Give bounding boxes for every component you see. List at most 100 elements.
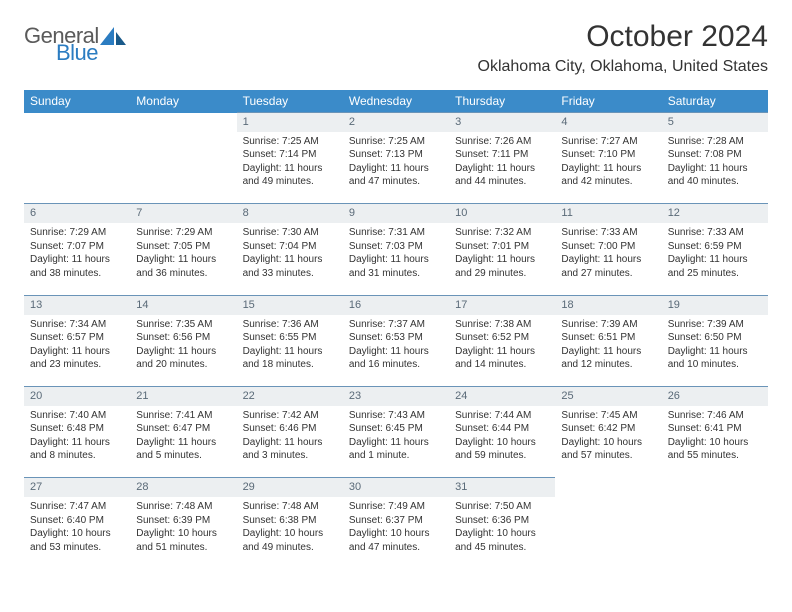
- sunset-text: Sunset: 6:56 PM: [136, 331, 230, 345]
- day-number: 23: [343, 387, 449, 406]
- sunset-text: Sunset: 6:52 PM: [455, 331, 549, 345]
- daylight-text: Daylight: 11 hours and 3 minutes.: [243, 436, 337, 463]
- daylight-text: Daylight: 11 hours and 27 minutes.: [561, 253, 655, 280]
- day-cell: [24, 132, 130, 204]
- weekday-header: Monday: [130, 90, 236, 113]
- sunrise-text: Sunrise: 7:45 AM: [561, 409, 655, 423]
- day-cell: Sunrise: 7:45 AMSunset: 6:42 PMDaylight:…: [555, 406, 661, 478]
- sunrise-text: Sunrise: 7:38 AM: [455, 318, 549, 332]
- day-cell: Sunrise: 7:46 AMSunset: 6:41 PMDaylight:…: [662, 406, 768, 478]
- day-cell: Sunrise: 7:48 AMSunset: 6:38 PMDaylight:…: [237, 497, 343, 569]
- sunrise-text: Sunrise: 7:36 AM: [243, 318, 337, 332]
- weekday-header-row: Sunday Monday Tuesday Wednesday Thursday…: [24, 90, 768, 113]
- sunset-text: Sunset: 6:47 PM: [136, 422, 230, 436]
- day-cell: Sunrise: 7:37 AMSunset: 6:53 PMDaylight:…: [343, 315, 449, 387]
- daylight-text: Daylight: 11 hours and 31 minutes.: [349, 253, 443, 280]
- day-cell: Sunrise: 7:33 AMSunset: 6:59 PMDaylight:…: [662, 223, 768, 295]
- sunrise-text: Sunrise: 7:34 AM: [30, 318, 124, 332]
- daylight-text: Daylight: 11 hours and 1 minute.: [349, 436, 443, 463]
- weekday-header: Friday: [555, 90, 661, 113]
- day-number: 10: [449, 204, 555, 223]
- daylight-text: Daylight: 10 hours and 53 minutes.: [30, 527, 124, 554]
- location: Oklahoma City, Oklahoma, United States: [478, 58, 769, 76]
- sunset-text: Sunset: 7:07 PM: [30, 240, 124, 254]
- day-number-row: 6789101112: [24, 204, 768, 223]
- sunrise-text: Sunrise: 7:35 AM: [136, 318, 230, 332]
- day-content-row: Sunrise: 7:29 AMSunset: 7:07 PMDaylight:…: [24, 223, 768, 295]
- sunset-text: Sunset: 6:37 PM: [349, 514, 443, 528]
- day-number: 21: [130, 387, 236, 406]
- day-number: [24, 113, 130, 132]
- sunset-text: Sunset: 6:48 PM: [30, 422, 124, 436]
- daylight-text: Daylight: 11 hours and 12 minutes.: [561, 345, 655, 372]
- day-number: 22: [237, 387, 343, 406]
- daylight-text: Daylight: 11 hours and 40 minutes.: [668, 162, 762, 189]
- day-cell: Sunrise: 7:40 AMSunset: 6:48 PMDaylight:…: [24, 406, 130, 478]
- day-cell: Sunrise: 7:48 AMSunset: 6:39 PMDaylight:…: [130, 497, 236, 569]
- sunrise-text: Sunrise: 7:33 AM: [561, 226, 655, 240]
- daylight-text: Daylight: 11 hours and 23 minutes.: [30, 345, 124, 372]
- daylight-text: Daylight: 11 hours and 10 minutes.: [668, 345, 762, 372]
- day-cell: Sunrise: 7:42 AMSunset: 6:46 PMDaylight:…: [237, 406, 343, 478]
- sunrise-text: Sunrise: 7:42 AM: [243, 409, 337, 423]
- day-number: 31: [449, 478, 555, 497]
- day-content-row: Sunrise: 7:47 AMSunset: 6:40 PMDaylight:…: [24, 497, 768, 569]
- sunrise-text: Sunrise: 7:26 AM: [455, 135, 549, 149]
- daylight-text: Daylight: 11 hours and 20 minutes.: [136, 345, 230, 372]
- day-number-row: 2728293031: [24, 478, 768, 497]
- day-number-row: 13141516171819: [24, 295, 768, 314]
- day-number: 7: [130, 204, 236, 223]
- sunset-text: Sunset: 7:01 PM: [455, 240, 549, 254]
- day-cell: Sunrise: 7:39 AMSunset: 6:50 PMDaylight:…: [662, 315, 768, 387]
- day-cell: [662, 497, 768, 569]
- sunrise-text: Sunrise: 7:50 AM: [455, 500, 549, 514]
- day-number: 15: [237, 295, 343, 314]
- sunset-text: Sunset: 6:41 PM: [668, 422, 762, 436]
- day-cell: Sunrise: 7:29 AMSunset: 7:07 PMDaylight:…: [24, 223, 130, 295]
- sunset-text: Sunset: 6:50 PM: [668, 331, 762, 345]
- sunset-text: Sunset: 6:39 PM: [136, 514, 230, 528]
- day-number: 13: [24, 295, 130, 314]
- day-cell: Sunrise: 7:35 AMSunset: 6:56 PMDaylight:…: [130, 315, 236, 387]
- daylight-text: Daylight: 11 hours and 8 minutes.: [30, 436, 124, 463]
- daylight-text: Daylight: 11 hours and 29 minutes.: [455, 253, 549, 280]
- day-number-row: 12345: [24, 113, 768, 132]
- sunset-text: Sunset: 6:53 PM: [349, 331, 443, 345]
- daylight-text: Daylight: 11 hours and 44 minutes.: [455, 162, 549, 189]
- day-number-row: 20212223242526: [24, 387, 768, 406]
- daylight-text: Daylight: 10 hours and 57 minutes.: [561, 436, 655, 463]
- day-cell: Sunrise: 7:41 AMSunset: 6:47 PMDaylight:…: [130, 406, 236, 478]
- day-number: 28: [130, 478, 236, 497]
- sunrise-text: Sunrise: 7:30 AM: [243, 226, 337, 240]
- title-block: October 2024 Oklahoma City, Oklahoma, Un…: [478, 20, 769, 76]
- day-number: 9: [343, 204, 449, 223]
- daylight-text: Daylight: 10 hours and 47 minutes.: [349, 527, 443, 554]
- sunrise-text: Sunrise: 7:43 AM: [349, 409, 443, 423]
- day-cell: Sunrise: 7:49 AMSunset: 6:37 PMDaylight:…: [343, 497, 449, 569]
- day-cell: Sunrise: 7:50 AMSunset: 6:36 PMDaylight:…: [449, 497, 555, 569]
- day-number: 5: [662, 113, 768, 132]
- sunrise-text: Sunrise: 7:48 AM: [136, 500, 230, 514]
- day-number: 16: [343, 295, 449, 314]
- sunset-text: Sunset: 7:11 PM: [455, 148, 549, 162]
- sunset-text: Sunset: 6:51 PM: [561, 331, 655, 345]
- day-number: 6: [24, 204, 130, 223]
- sunset-text: Sunset: 7:05 PM: [136, 240, 230, 254]
- sunrise-text: Sunrise: 7:25 AM: [243, 135, 337, 149]
- calendar-table: Sunday Monday Tuesday Wednesday Thursday…: [24, 90, 768, 569]
- sunset-text: Sunset: 6:59 PM: [668, 240, 762, 254]
- day-number: 26: [662, 387, 768, 406]
- weekday-header: Wednesday: [343, 90, 449, 113]
- day-content-row: Sunrise: 7:40 AMSunset: 6:48 PMDaylight:…: [24, 406, 768, 478]
- day-cell: Sunrise: 7:27 AMSunset: 7:10 PMDaylight:…: [555, 132, 661, 204]
- day-number: 8: [237, 204, 343, 223]
- sunset-text: Sunset: 6:40 PM: [30, 514, 124, 528]
- day-cell: Sunrise: 7:25 AMSunset: 7:14 PMDaylight:…: [237, 132, 343, 204]
- sunrise-text: Sunrise: 7:46 AM: [668, 409, 762, 423]
- day-content-row: Sunrise: 7:25 AMSunset: 7:14 PMDaylight:…: [24, 132, 768, 204]
- daylight-text: Daylight: 11 hours and 5 minutes.: [136, 436, 230, 463]
- day-content-row: Sunrise: 7:34 AMSunset: 6:57 PMDaylight:…: [24, 315, 768, 387]
- sunrise-text: Sunrise: 7:40 AM: [30, 409, 124, 423]
- sunset-text: Sunset: 6:45 PM: [349, 422, 443, 436]
- daylight-text: Daylight: 10 hours and 45 minutes.: [455, 527, 549, 554]
